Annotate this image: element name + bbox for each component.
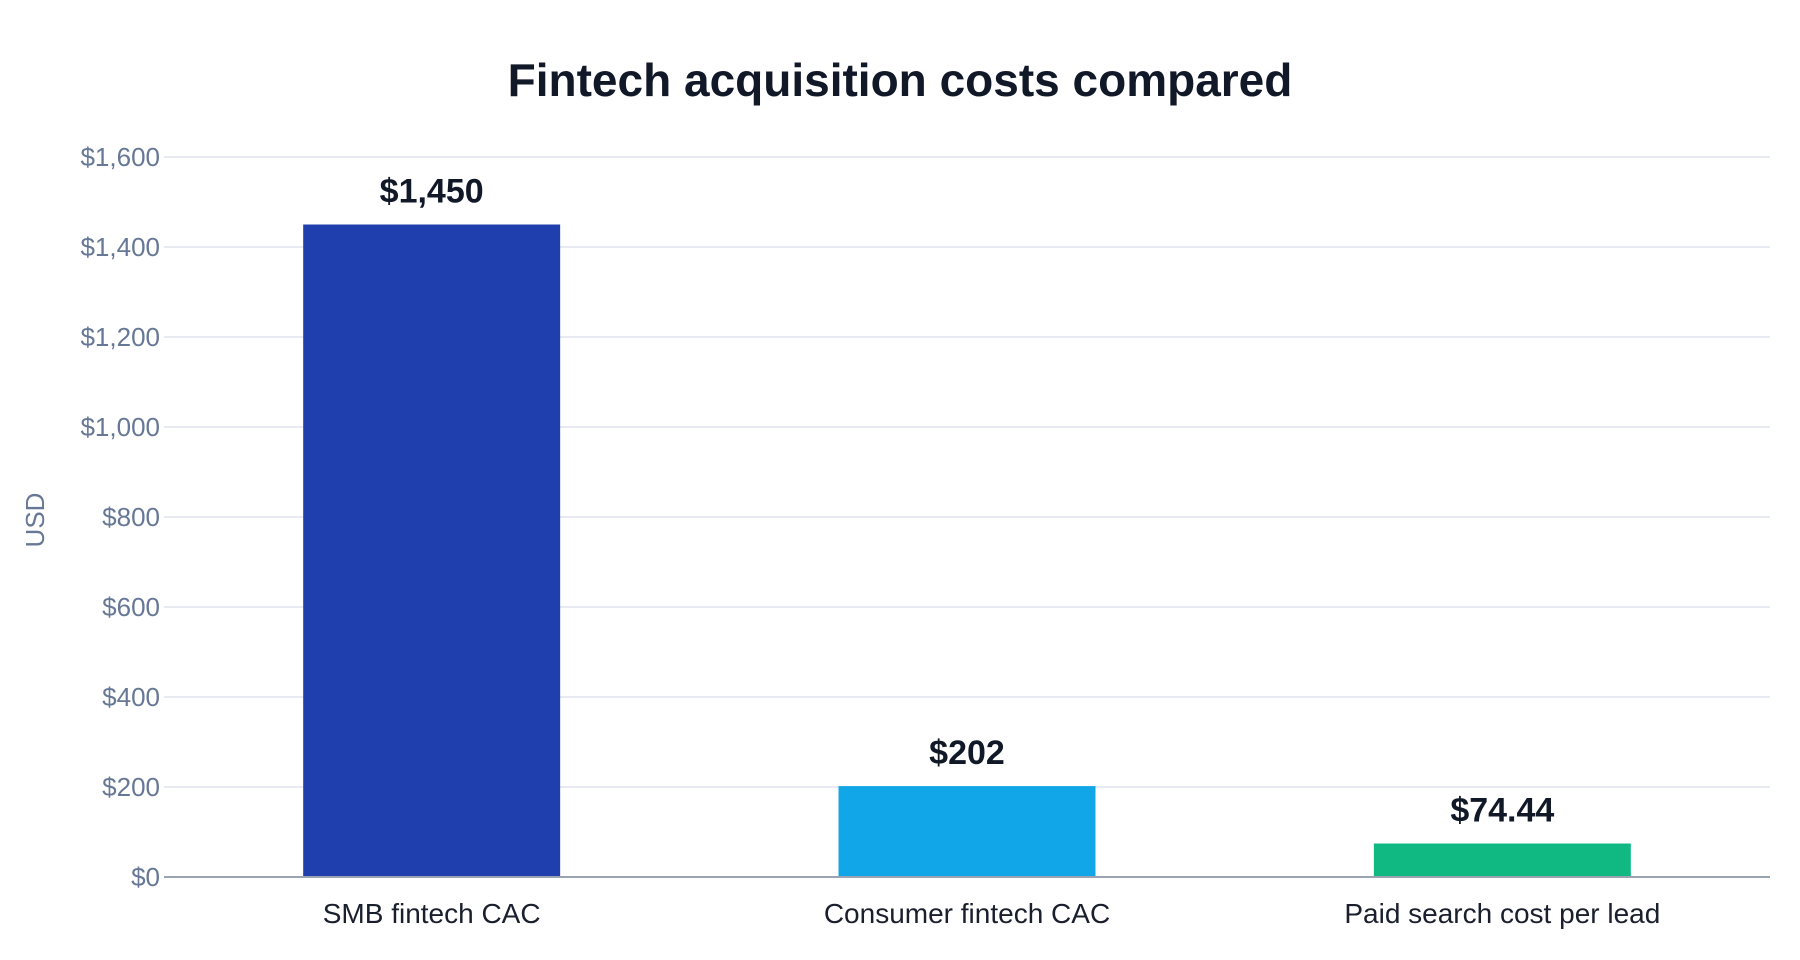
y-tick-label: $600 [102, 592, 160, 622]
x-tick-label: Consumer fintech CAC [824, 898, 1110, 929]
data-label: $74.44 [1450, 792, 1554, 830]
bar [838, 786, 1096, 877]
y-tick-label: $200 [102, 772, 160, 802]
x-tick-label: SMB fintech CAC [323, 898, 541, 929]
data-label: $202 [929, 734, 1005, 772]
data-label: $1,450 [380, 173, 484, 211]
y-tick-label: $0 [131, 862, 160, 892]
chart-title: Fintech acquisition costs compared [508, 54, 1293, 106]
x-axis-ticks: SMB fintech CAC Consumer fintech CAC Paid … [323, 898, 1661, 929]
y-tick-label: $800 [102, 502, 160, 532]
y-tick-label: $400 [102, 682, 160, 712]
y-tick-label: $1,200 [80, 322, 160, 352]
x-tick-label: Paid search cost per lead [1344, 898, 1660, 929]
y-tick-label: $1,400 [80, 232, 160, 262]
y-tick-label: $1,000 [80, 412, 160, 442]
y-axis-ticks: $0 $200 $400 $600 $800 $1,000 $1,200 $1,400 $1,6… [80, 142, 160, 892]
bar [1373, 843, 1631, 877]
data-labels: $1,450 $202 $74.44 [380, 173, 1555, 830]
bar [303, 224, 561, 877]
y-tick-label: $1,600 [80, 142, 160, 172]
bars [303, 224, 1631, 877]
y-axis-title: USD [20, 493, 50, 548]
